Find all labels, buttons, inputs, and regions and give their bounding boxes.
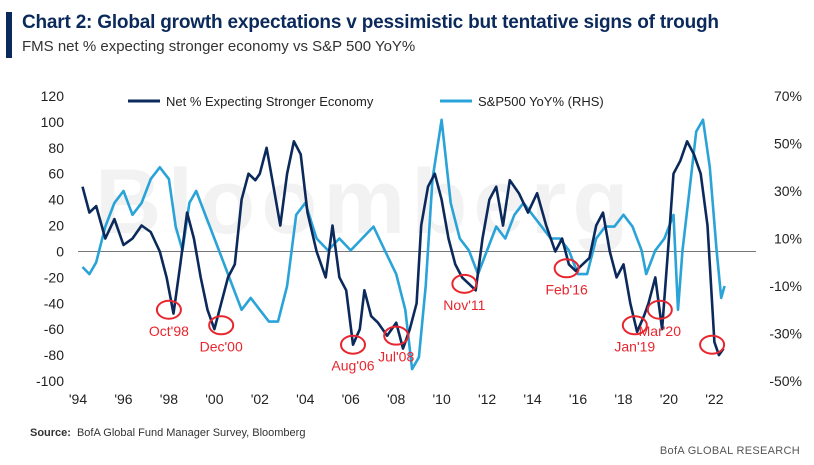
x-tick-label: '94	[69, 391, 87, 407]
y-tick-label-right: -30%	[769, 326, 802, 342]
x-tick-label: '14	[523, 391, 541, 407]
x-tick-label: '98	[160, 391, 178, 407]
y-tick-label-right: 50%	[774, 136, 802, 152]
x-axis: '94 '96 '98 '00 '02 '04 '06 '08 '10 '12 '14 '16 '18 '…	[69, 391, 724, 407]
annotation-label: Mar'20	[639, 323, 682, 339]
annotation-circle	[208, 315, 235, 336]
y-tick-label-left: -100	[36, 373, 64, 389]
x-tick-label: '18	[614, 391, 632, 407]
annotation-label: Jul'08	[378, 349, 414, 365]
annotation-label: Oct'98	[149, 323, 189, 339]
x-tick-label: '96	[114, 391, 132, 407]
annotation-circle	[383, 325, 410, 346]
source-text: BofA Global Fund Manager Survey, Bloombe…	[76, 427, 306, 439]
y-axis-right: 70% 50% 30% 10% -10% -30% -50%	[769, 88, 802, 389]
x-tick-label: '06	[342, 391, 360, 407]
y-tick-label-left: -60	[44, 321, 64, 337]
y-tick-label-left: 20	[48, 218, 64, 234]
annotation-label: Feb'16	[545, 281, 588, 297]
y-tick-label-left: 80	[48, 140, 64, 156]
y-tick-label-left: 60	[48, 166, 64, 182]
chart-canvas: 120 100 80 60 40 20 0 -20 -40 -60 -80 -100 70% 50% 30…	[36, 88, 802, 407]
y-tick-label-left: 0	[56, 243, 64, 259]
annotation-circle	[451, 273, 478, 294]
y-tick-label-right: -10%	[769, 278, 802, 294]
annotation-circle	[646, 299, 673, 320]
y-tick-label-right: 30%	[774, 183, 802, 199]
x-tick-label: '22	[705, 391, 723, 407]
x-tick-label: '16	[569, 391, 587, 407]
chart-title: Chart 2: Global growth expectations v pe…	[22, 12, 719, 33]
series-layer	[81, 118, 726, 371]
y-tick-label-left: -20	[44, 269, 64, 285]
annotation-label: Dec'00	[200, 338, 243, 354]
x-tick-label: '10	[433, 391, 451, 407]
legend-label-net: Net % Expecting Stronger Economy	[166, 94, 374, 109]
annotation-circle	[699, 334, 726, 355]
y-tick-label-right: 70%	[774, 88, 802, 104]
annotation-circle	[553, 258, 580, 279]
annotation-circle	[621, 315, 648, 336]
y-tick-label-left: -80	[44, 347, 64, 363]
y-tick-label-left: 40	[48, 192, 64, 208]
annotation-label: Nov'11	[443, 297, 485, 313]
x-tick-label: '00	[205, 391, 223, 407]
chart-subtitle: FMS net % expecting stronger economy vs …	[22, 38, 416, 55]
y-tick-label-left: -40	[44, 295, 64, 311]
annotation-circle	[155, 299, 182, 320]
annotation-label: Aug'06	[331, 358, 374, 374]
y-tick-label-left: 120	[41, 88, 65, 104]
y-axis-left: 120 100 80 60 40 20 0 -20 -40 -60 -80 -100	[36, 88, 64, 389]
source-label: Source:	[30, 427, 71, 439]
x-tick-label: '20	[660, 391, 678, 407]
annotation-label: Jan'19	[614, 338, 655, 354]
x-tick-label: '04	[296, 391, 314, 407]
legend-label-sp500: S&P500 YoY% (RHS)	[478, 94, 604, 109]
title-accent-bar	[6, 12, 12, 58]
y-tick-label-right: -50%	[769, 373, 802, 389]
annotation-circle	[340, 334, 366, 355]
brand-footer: BofA GLOBAL RESEARCH	[659, 445, 800, 457]
x-tick-label: '02	[251, 391, 269, 407]
y-tick-label-left: 100	[41, 114, 65, 130]
x-tick-label: '12	[478, 391, 496, 407]
series-line-net-expecting-stronger	[81, 140, 725, 357]
source-note: Source: BofA Global Fund Manager Survey, …	[30, 427, 305, 439]
chart-legend: Net % Expecting Stronger Economy S&P500 …	[128, 94, 604, 109]
x-tick-label: '08	[387, 391, 405, 407]
y-tick-label-right: 10%	[774, 231, 802, 247]
